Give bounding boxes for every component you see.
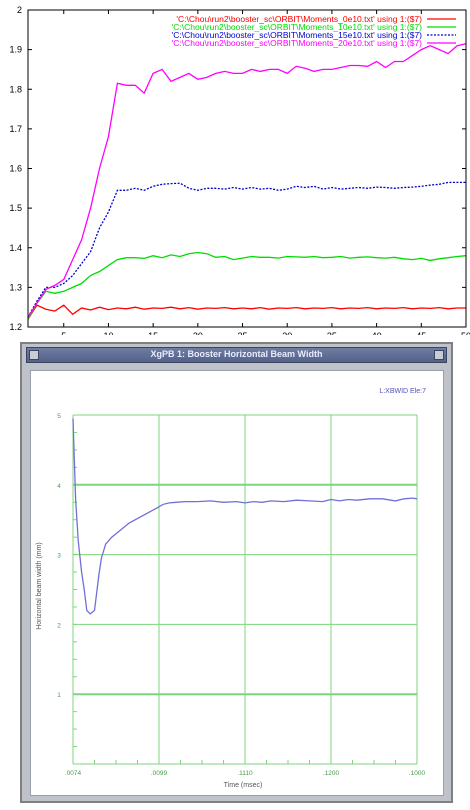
y-axis-label: Horizontal beam width (mm): [36, 542, 43, 630]
x-tick-label: .1000: [409, 770, 426, 777]
y-tick-label: 1.6: [9, 164, 22, 174]
x-tick-label: .0099: [151, 770, 168, 777]
y-tick-label: 1.5: [9, 203, 22, 213]
y-tick-label: 4: [57, 483, 61, 490]
y-tick-label: 1.3: [9, 282, 22, 292]
series-line-0: [27, 304, 466, 320]
beam-width-plot-area: .0074 .0099 .1110 .1200 .1000 5 4 3 2 1 L:XBWID E…: [30, 370, 444, 796]
x-tick-label: 5: [61, 331, 66, 335]
x-tick-label: 30: [282, 331, 292, 335]
moments-chart: 5 10 15 20 25 30 35 40 45 50 1.2 1.3 1.4 1.5 1.6 1.7 1.8…: [0, 0, 470, 335]
x-tick-label: 50: [461, 331, 470, 335]
legend-entry-1: 'C:\Chou\run2\booster_sc\ORBIT\Moments_1…: [172, 22, 423, 32]
y-tick-label: 2: [17, 5, 22, 15]
window-title-bar[interactable]: XgPB 1: Booster Horizontal Beam Width: [26, 347, 447, 363]
beam-width-chart: .0074 .0099 .1110 .1200 .1000 5 4 3 2 1 L:XBWID E…: [36, 388, 426, 789]
y-tick-label: 1: [57, 692, 61, 699]
y-tick-label: 1.7: [9, 124, 22, 134]
series-line-2: [27, 181, 466, 318]
x-tick-label: 15: [148, 331, 158, 335]
x-tick-label: 45: [416, 331, 426, 335]
legend-label: L:XBWID Ele:7: [379, 388, 426, 395]
plot-frame: [27, 9, 467, 328]
y-tick-label: 1.8: [9, 84, 22, 94]
x-axis-label: Time (msec): [224, 782, 263, 789]
x-tick-label: .1200: [323, 770, 340, 777]
y-tick-label: 1.2: [9, 322, 22, 332]
window-menu-button[interactable]: [29, 350, 39, 360]
series-line-1: [27, 251, 467, 320]
window-maximize-button[interactable]: [434, 350, 444, 360]
y-tick-label: 5: [57, 413, 61, 420]
y-tick-label: 1.4: [9, 243, 22, 253]
x-tick-label: 25: [238, 331, 248, 335]
legend-entry-2: 'C:\Chou\run2\booster_sc\ORBIT\Moments_1…: [172, 30, 423, 40]
series-line-3: [27, 43, 467, 318]
x-tick-label: 40: [372, 331, 382, 335]
window-title: XgPB 1: Booster Horizontal Beam Width: [150, 349, 323, 359]
beam-width-window: XgPB 1: Booster Horizontal Beam Width .0…: [20, 342, 453, 803]
x-tick-label: 35: [327, 331, 337, 335]
y-tick-label: 1.9: [9, 45, 22, 55]
x-tick-label: .1110: [237, 770, 253, 777]
x-tick-label: 20: [193, 331, 203, 335]
chart-background: [0, 0, 470, 335]
x-tick-label: .0074: [65, 770, 82, 777]
y-tick-label: 3: [57, 553, 61, 560]
legend-entry-0: 'C:\Chou\run2\booster_sc\ORBIT\Moments_0…: [176, 14, 422, 24]
x-tick-label: 10: [103, 331, 113, 335]
legend-entry-3: 'C:\Chou\run2\booster_sc\ORBIT\Moments_2…: [172, 38, 423, 48]
y-tick-label: 2: [57, 622, 61, 629]
series-line-0: [72, 418, 418, 615]
